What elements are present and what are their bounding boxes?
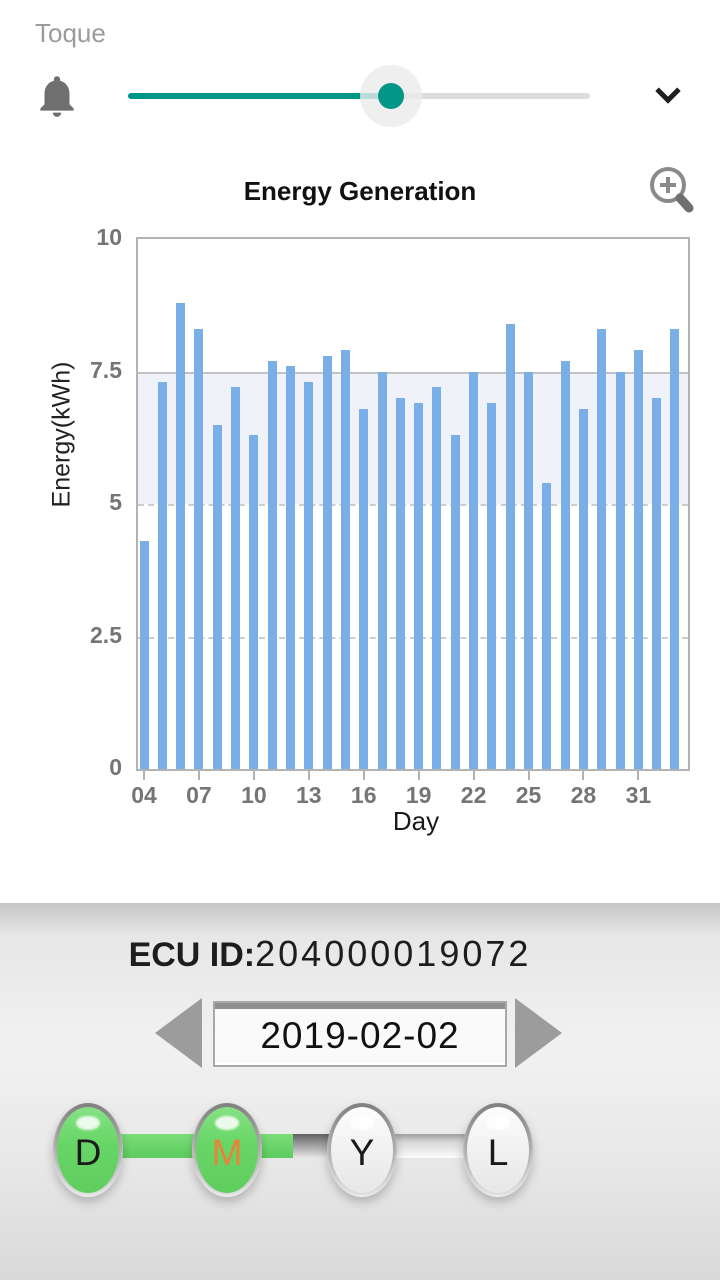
- gloss-highlight: [215, 1116, 239, 1130]
- volume-slider-fill: [128, 93, 391, 99]
- gloss-highlight: [76, 1116, 100, 1130]
- y-tick-label-2.5: 2.5: [90, 621, 122, 648]
- bar-day-18: [395, 398, 405, 769]
- bar-day-33: [670, 329, 680, 769]
- date-value: 2019-02-02: [260, 1015, 460, 1056]
- mode-button-y[interactable]: Y: [327, 1103, 397, 1197]
- bar-day-29: [597, 329, 607, 769]
- bar-day-10: [249, 435, 259, 769]
- x-tick-label-22: 22: [460, 782, 487, 808]
- y-tick-label-7.5: 7.5: [90, 356, 122, 383]
- bar-day-08: [212, 424, 222, 769]
- bar-day-23: [487, 403, 497, 769]
- ecu-id-row: ECU ID:204000019072: [0, 933, 660, 975]
- date-display[interactable]: 2019-02-02: [213, 1001, 507, 1067]
- bar-day-28: [578, 408, 588, 769]
- bar-day-15: [340, 350, 350, 769]
- bar-day-21: [450, 435, 460, 769]
- ecu-id-label: ECU ID:: [128, 936, 256, 974]
- bar-day-26: [542, 482, 552, 769]
- y-tick-label-5: 5: [109, 489, 122, 515]
- x-tick-mark-10: [252, 771, 255, 780]
- bar-day-31: [633, 350, 643, 769]
- next-date-button[interactable]: [515, 998, 562, 1068]
- x-tick-mark-22: [472, 771, 475, 780]
- x-tick-label-25: 25: [515, 782, 542, 808]
- mode-label-l: L: [487, 1132, 509, 1173]
- x-tick-mark-19: [417, 771, 420, 780]
- x-tick-mark-07: [197, 771, 200, 780]
- x-tick-label-13: 13: [295, 782, 322, 808]
- bar-day-25: [524, 371, 533, 769]
- bar-day-27: [560, 360, 570, 769]
- bar-day-04: [139, 541, 149, 769]
- bar-day-30: [615, 371, 625, 769]
- x-axis-title: Day: [392, 806, 440, 836]
- gloss-highlight: [486, 1116, 510, 1130]
- bar-day-16: [359, 408, 369, 769]
- y-tick-label-10: 10: [96, 224, 122, 250]
- x-tick-label-04: 04: [131, 782, 157, 808]
- x-tick-mark-16: [362, 771, 365, 780]
- x-tick-label-16: 16: [350, 782, 377, 808]
- reference-band: [138, 371, 688, 504]
- x-tick-label-07: 07: [186, 782, 212, 808]
- x-tick-mark-31: [637, 771, 640, 780]
- prev-date-button[interactable]: [155, 998, 202, 1068]
- volume-slider-track[interactable]: [128, 93, 590, 99]
- mode-button-d[interactable]: D: [53, 1103, 123, 1197]
- gridline-2.5: [138, 636, 688, 639]
- bell-icon-svg: [40, 76, 74, 117]
- bar-day-17: [377, 371, 387, 769]
- gridline-5: [138, 504, 688, 506]
- chart-title: Energy Generation: [243, 176, 477, 206]
- x-tick-label-28: 28: [570, 782, 597, 808]
- bell-icon[interactable]: [32, 70, 82, 122]
- bar-day-19: [414, 403, 424, 769]
- bar-day-12: [285, 366, 295, 769]
- bar-day-14: [322, 355, 332, 769]
- volume-slider-thumb[interactable]: [378, 83, 404, 109]
- bar-day-20: [432, 387, 442, 769]
- bar-day-07: [194, 329, 204, 769]
- bar-day-32: [652, 398, 662, 769]
- bar-day-05: [157, 382, 167, 769]
- zoom-in-icon[interactable]: [644, 163, 698, 219]
- toque-label: Toque: [35, 18, 106, 48]
- bar-day-24: [505, 323, 515, 769]
- x-tick-label-19: 19: [405, 782, 432, 808]
- x-tick-mark-04: [143, 771, 145, 780]
- x-tick-label-31: 31: [625, 782, 652, 808]
- bar-day-11: [267, 360, 277, 769]
- plot-area: [136, 237, 690, 771]
- gridline-7.5: [138, 371, 688, 374]
- mode-label-d: D: [74, 1132, 102, 1173]
- y-tick-label-0: 0: [109, 754, 122, 780]
- ecu-id-value: 204000019072: [255, 933, 532, 974]
- mode-button-m[interactable]: M: [192, 1103, 262, 1197]
- x-tick-mark-25: [527, 771, 530, 780]
- bottom-panel: ECU ID:204000019072: [0, 903, 720, 1280]
- collapse-chevron-icon[interactable]: [646, 76, 690, 116]
- bar-day-22: [469, 371, 479, 769]
- bar-day-09: [231, 387, 241, 769]
- mode-label-m: M: [211, 1132, 243, 1173]
- bar-day-06: [176, 302, 186, 769]
- gloss-highlight: [350, 1116, 374, 1130]
- x-tick-mark-13: [307, 771, 310, 780]
- x-tick-label-10: 10: [241, 782, 267, 808]
- x-tick-mark-28: [582, 771, 585, 780]
- bar-day-13: [304, 382, 314, 769]
- mode-label-y: Y: [349, 1132, 375, 1173]
- mode-button-l[interactable]: L: [463, 1103, 533, 1197]
